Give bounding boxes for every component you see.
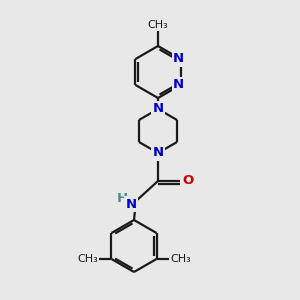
Text: CH₃: CH₃ bbox=[148, 20, 168, 30]
Text: H: H bbox=[116, 193, 128, 206]
Text: N: N bbox=[152, 103, 164, 116]
Text: N: N bbox=[173, 79, 184, 92]
Text: CH₃: CH₃ bbox=[77, 254, 98, 264]
Text: N: N bbox=[173, 52, 184, 65]
Text: O: O bbox=[182, 175, 194, 188]
Text: CH₃: CH₃ bbox=[170, 254, 191, 264]
Text: N: N bbox=[125, 197, 136, 211]
Text: N: N bbox=[152, 146, 164, 160]
